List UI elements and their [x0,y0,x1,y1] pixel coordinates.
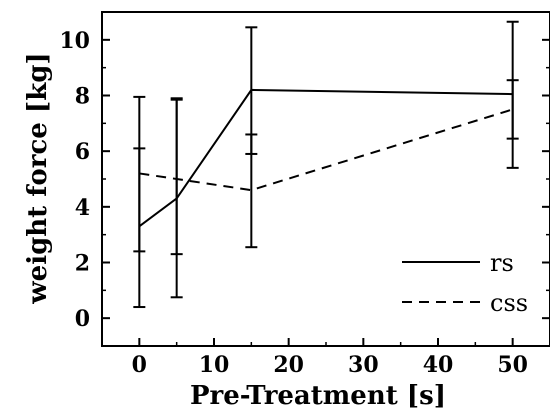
series-layer [133,20,519,309]
y-tick-label: 0 [75,306,90,332]
x-tick-label: 0 [132,352,147,378]
error-bar-css [506,79,519,140]
y-tick-label: 10 [59,28,90,54]
y-axis-label: weight force [kg] [23,52,53,304]
x-tick-label: 50 [497,352,528,378]
x-tick-label: 30 [348,352,379,378]
legend-label-rs: rs [490,249,514,277]
series-line-css [139,108,513,192]
x-ticks: 0 10 20 30 40 50 [132,338,528,378]
y-ticks: 0 2 4 6 8 10 [59,28,550,332]
y-tick-label: 4 [75,195,90,221]
x-tick-label: 20 [273,352,304,378]
error-bar-css [170,98,183,256]
plot-frame [101,11,550,347]
y-tick-label: 2 [75,251,90,277]
legend: rs css [402,249,528,317]
y-tick-label: 6 [75,139,90,165]
x-tick-label: 40 [423,352,454,378]
x-axis-label: Pre-Treatment [s] [190,381,446,411]
series-line-rs [138,88,513,228]
legend-label-css: css [490,289,528,317]
x-tick-label: 10 [199,352,230,378]
y-tick-label: 8 [75,84,90,110]
error-bar-css [133,147,146,253]
error-bar-css [245,133,258,155]
